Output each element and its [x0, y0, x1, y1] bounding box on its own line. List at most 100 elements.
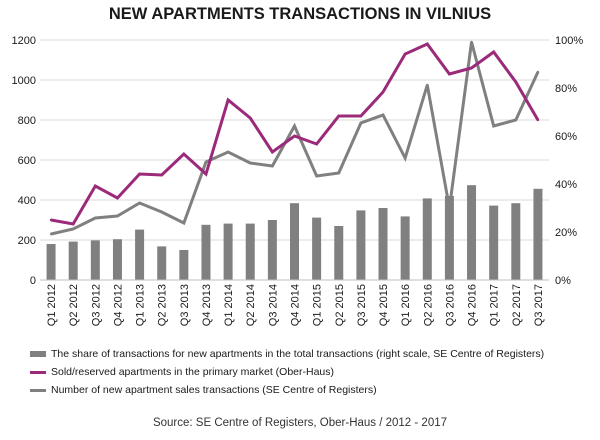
point-transactions: [204, 160, 208, 164]
bar: [201, 224, 211, 280]
point-transactions: [492, 124, 495, 128]
point-primary: [448, 72, 451, 76]
point-transactions: [359, 121, 363, 125]
point-primary: [71, 222, 75, 226]
y-left-tick-label: 800: [18, 115, 36, 127]
bar: [467, 185, 477, 280]
legend-label-share: The share of transactions for new apartm…: [51, 348, 545, 360]
bar: [179, 250, 189, 280]
x-tick-label: Q1 2014: [223, 284, 235, 326]
point-transactions: [182, 221, 186, 225]
point-primary: [426, 42, 429, 46]
y-right-tick-label: 80%: [555, 83, 577, 95]
bar: [533, 188, 543, 280]
legend-item-primary: Sold/reserved apartments in the primary …: [30, 364, 334, 380]
point-transactions: [448, 206, 451, 210]
y-right-tick-label: 100%: [555, 35, 583, 47]
x-tick-label: Q3 2016: [444, 284, 456, 326]
x-tick-label: Q1 2015: [312, 284, 324, 326]
bar: [489, 205, 499, 280]
source-note: Source: SE Centre of Registers, Ober-Hau…: [152, 417, 448, 429]
point-primary: [359, 114, 363, 118]
x-tick-label: Q4 2012: [112, 284, 124, 326]
x-tick-label: Q4 2014: [290, 284, 302, 326]
bar: [46, 244, 56, 280]
bar: [290, 203, 299, 280]
legend-swatch-share: [30, 351, 46, 357]
x-tick-label: Q3 2013: [179, 284, 191, 326]
y-left-tick-label: 1000: [12, 75, 36, 87]
point-primary: [49, 218, 53, 222]
point-transactions: [49, 232, 53, 236]
x-tick-label: Q1 2016: [400, 284, 412, 326]
x-tick-label: Q4 2015: [378, 284, 390, 326]
x-tick-label: Q4 2016: [467, 284, 479, 326]
bar: [135, 229, 145, 280]
y-right-tick-label: 60%: [555, 131, 577, 143]
x-tick-label: Q4 2013: [201, 284, 213, 326]
point-primary: [536, 118, 540, 122]
x-tick-label: Q3 2012: [90, 284, 102, 326]
point-transactions: [160, 210, 163, 214]
point-transactions: [514, 118, 518, 122]
bar: [90, 240, 100, 280]
legend-swatch-primary: [30, 370, 46, 374]
legend-swatch-transactions: [30, 388, 46, 392]
x-tick-label: Q2 2016: [422, 284, 434, 326]
legend-label-transactions: Number of new apartment sales transactio…: [51, 384, 377, 396]
bar: [334, 226, 344, 280]
y-right-tick-label: 0%: [555, 275, 571, 287]
bar: [68, 241, 78, 280]
point-transactions: [536, 70, 540, 74]
point-primary: [226, 98, 230, 102]
x-tick-label: Q1 2012: [46, 284, 58, 326]
legend-label-primary: Sold/reserved apartments in the primary …: [51, 366, 335, 378]
y-right-tick-label: 20%: [555, 227, 577, 239]
bar: [511, 203, 521, 280]
x-tick-label: Q1 2017: [489, 284, 501, 326]
point-primary: [94, 184, 97, 188]
x-tick-label: Q2 2012: [68, 284, 80, 326]
point-transactions: [138, 201, 141, 205]
point-primary: [293, 134, 296, 138]
point-transactions: [315, 174, 318, 178]
series-line-primary: [50, 42, 540, 226]
point-primary: [249, 116, 252, 120]
bar: [444, 196, 454, 280]
point-transactions: [249, 161, 252, 165]
point-primary: [138, 172, 141, 176]
point-primary: [160, 173, 163, 177]
bar: [422, 198, 432, 280]
point-transactions: [381, 113, 385, 117]
x-tick-label: Q1 2013: [135, 284, 147, 326]
y-left-tick-label: 600: [18, 155, 36, 167]
point-transactions: [116, 214, 119, 218]
point-transactions: [293, 124, 296, 128]
point-primary: [116, 196, 119, 200]
x-tick-label: Q2 2017: [511, 284, 523, 326]
bar: [378, 208, 388, 280]
y-left-tick-label: 1200: [12, 35, 36, 47]
point-primary: [271, 150, 274, 154]
point-transactions: [226, 150, 230, 154]
point-primary: [514, 80, 518, 84]
y-left-tick-label: 0: [30, 275, 36, 287]
point-primary: [381, 90, 385, 94]
x-tick-label: Q2 2013: [157, 284, 169, 326]
point-transactions: [271, 164, 274, 168]
bar: [223, 223, 233, 280]
point-transactions: [426, 83, 429, 87]
point-primary: [492, 50, 495, 54]
x-tick-label: Q2 2015: [334, 284, 346, 326]
x-tick-label: Q2 2014: [245, 284, 257, 326]
bar: [245, 223, 255, 280]
y-left-tick-label: 200: [18, 235, 36, 247]
chart-title: NEW APARTMENTS TRANSACTIONS IN VILNIUS: [108, 5, 492, 23]
y-right-tick-label: 40%: [555, 179, 577, 191]
point-primary: [470, 66, 473, 70]
y-left-tick-label: 400: [18, 195, 36, 207]
bar: [112, 239, 122, 280]
point-transactions: [337, 171, 340, 175]
x-tick-label: Q3 2014: [267, 284, 279, 326]
